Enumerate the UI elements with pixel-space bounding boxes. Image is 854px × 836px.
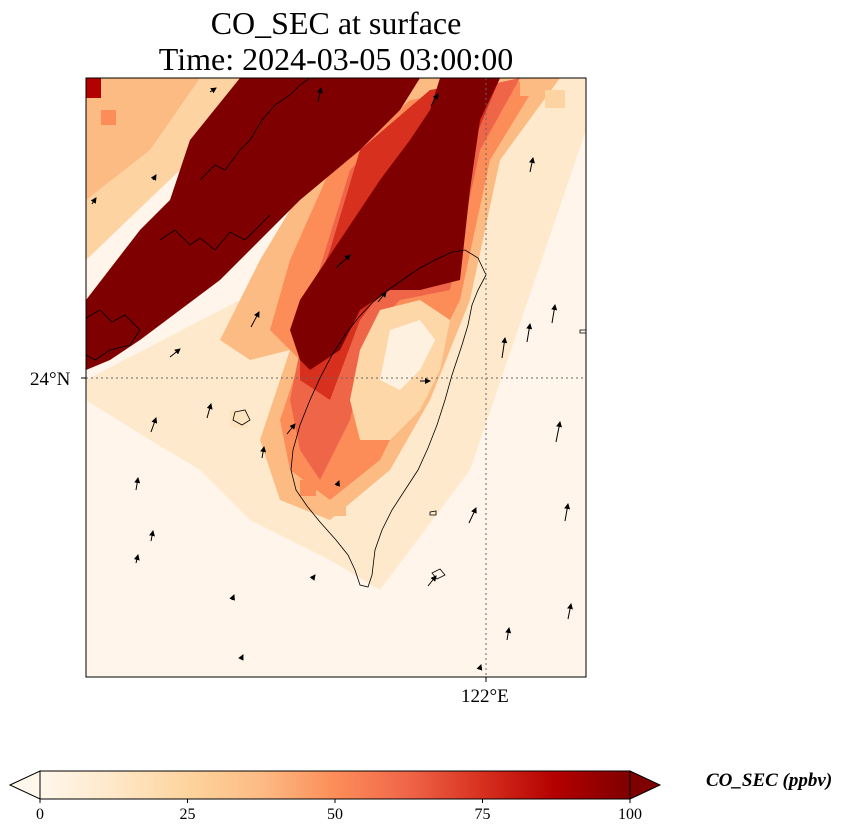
coastlines — [86, 78, 586, 588]
colorbar-body — [39, 770, 631, 800]
concentration-field — [86, 78, 586, 677]
wind-vectors — [90, 87, 573, 671]
map-time-title: Time: 2024-03-05 03:00:00 — [158, 41, 514, 77]
colorbar-tick-label: 0 — [36, 806, 44, 823]
colorbar-tick-label: 25 — [179, 806, 196, 823]
gridlines — [86, 78, 586, 677]
colorbar-min-extend — [8, 770, 41, 800]
colorbar — [8, 770, 662, 803]
colorbar-max-extend — [629, 770, 662, 800]
colorbar-tick-label: 75 — [474, 806, 491, 823]
colorbar-label: CO_SEC (ppbv) — [706, 770, 833, 791]
colorbar-tick-label: 50 — [327, 806, 343, 823]
longitude-tick-label: 122°E — [461, 686, 509, 707]
map-title: CO_SEC at surface — [210, 5, 462, 41]
latitude-tick-label: 24°N — [30, 369, 71, 390]
colorbar-tick-label: 100 — [618, 806, 642, 823]
